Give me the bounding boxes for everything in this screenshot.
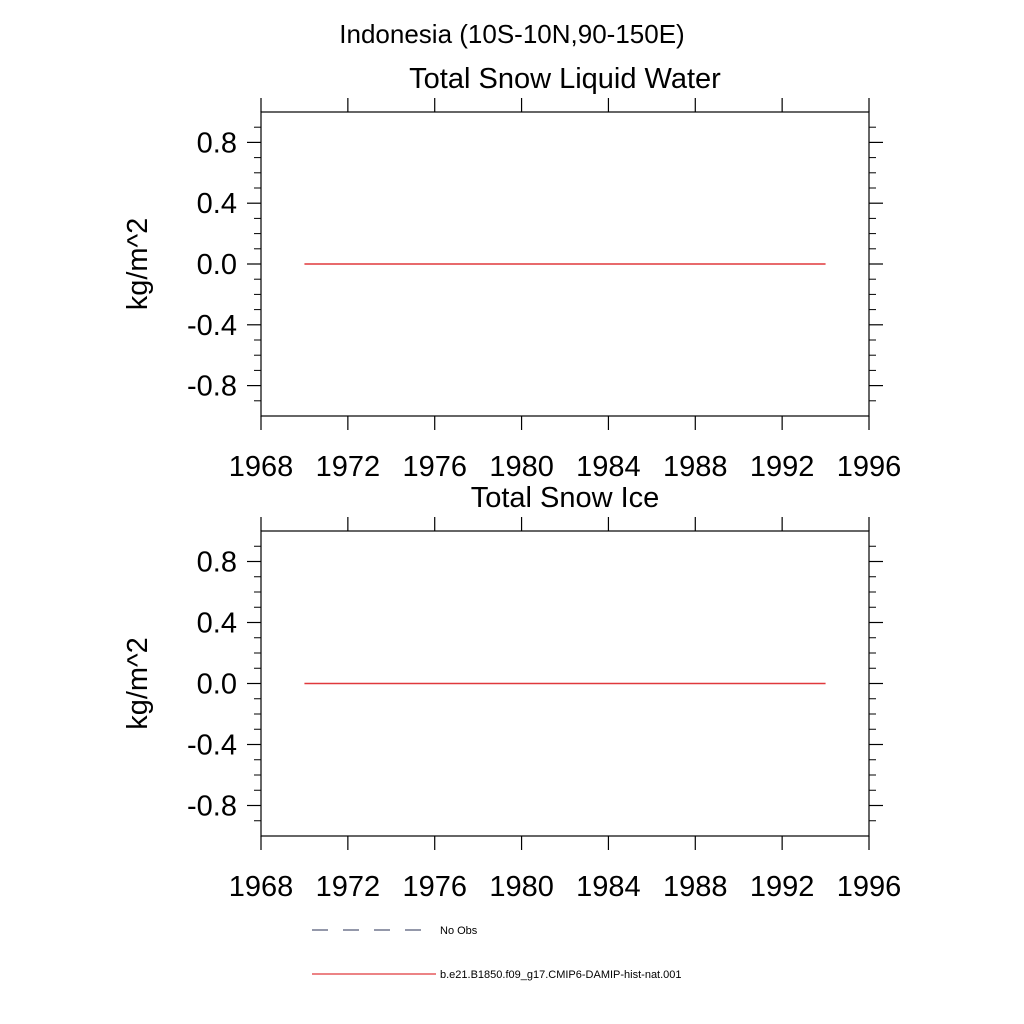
- y-tick-label: -0.4: [187, 310, 237, 342]
- chart-title: Total Snow Ice: [471, 482, 660, 514]
- y-tick-label: 0.4: [197, 188, 237, 220]
- y-tick-label: 0.4: [197, 608, 237, 640]
- chart-panel: Total Snow Ice 1968 1972 1976 1980 1984 1988 19…: [122, 482, 901, 903]
- chart-panels: Total Snow Liquid Water 1968 1972 1976 1980 1…: [122, 63, 901, 903]
- x-tick-label: 1984: [576, 871, 641, 903]
- x-tick-label: 1972: [316, 871, 381, 903]
- legend-label: b.e21.B1850.f09_g17.CMIP6-DAMIP-hist-nat…: [440, 969, 682, 981]
- legend-label: No Obs: [440, 925, 478, 937]
- x-tick-label: 1996: [837, 451, 902, 483]
- x-tick-label: 1976: [402, 871, 467, 903]
- y-tick-label: -0.8: [187, 371, 237, 403]
- y-axis-label: kg/m^2: [122, 637, 154, 730]
- y-tick-label: -0.8: [187, 791, 237, 823]
- x-tick-label: 1980: [489, 871, 554, 903]
- chart-title: Total Snow Liquid Water: [409, 63, 721, 95]
- x-tick-label: 1988: [663, 451, 728, 483]
- x-tick-label: 1992: [750, 451, 815, 483]
- x-tick-label: 1980: [489, 451, 554, 483]
- figure-title: Indonesia (10S-10N,90-150E): [339, 19, 684, 49]
- y-axis-label: kg/m^2: [122, 218, 154, 311]
- x-tick-label: 1968: [229, 871, 294, 903]
- x-tick-label: 1972: [316, 451, 381, 483]
- y-tick-label: 0.0: [197, 249, 237, 281]
- y-tick-label: 0.8: [197, 547, 237, 579]
- x-tick-label: 1992: [750, 871, 815, 903]
- x-tick-label: 1968: [229, 451, 294, 483]
- y-tick-label: -0.4: [187, 730, 237, 762]
- x-tick-label: 1984: [576, 451, 641, 483]
- y-tick-label: 0.8: [197, 127, 237, 159]
- x-tick-label: 1976: [402, 451, 467, 483]
- x-tick-label: 1988: [663, 871, 728, 903]
- y-tick-label: 0.0: [197, 669, 237, 701]
- x-tick-label: 1996: [837, 871, 902, 903]
- legend: No Obs b.e21.B1850.f09_g17.CMIP6-DAMIP-hi…: [312, 925, 682, 981]
- chart-panel: Total Snow Liquid Water 1968 1972 1976 1980 1…: [122, 63, 901, 483]
